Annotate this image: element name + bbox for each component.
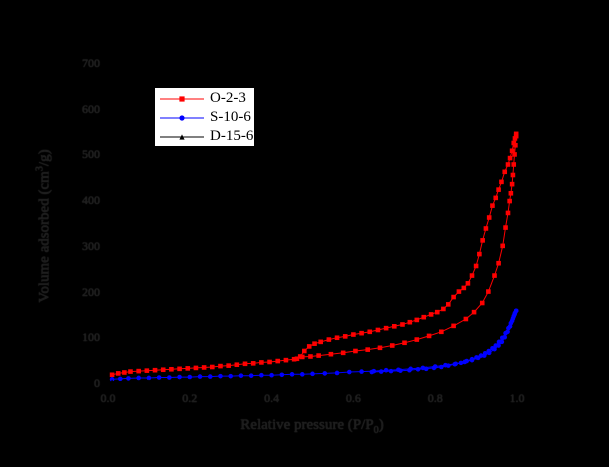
legend-key-black-triangle (160, 133, 204, 140)
y-axis-title: Volume adsorbed (cm3/g) (35, 149, 54, 302)
series-line-d-15-6 (112, 377, 517, 383)
series-line-o-2-3 (111, 133, 517, 376)
y-tick-label: 500 (82, 147, 100, 162)
legend-label-d-15-6: D-15-6 (210, 128, 254, 144)
x-axis-title-text: Relative pressure (P/P (240, 417, 374, 433)
x-axis-title-subscript: 0 (373, 425, 379, 436)
y-axis-title-superscript: 3 (34, 166, 46, 172)
legend-entry-s-10-6: S-10-6 (159, 108, 254, 127)
y-axis-title-text: Volume adsorbed (cm (36, 171, 53, 303)
y-tick-label: 400 (82, 193, 100, 208)
x-axis-title-close: ) (378, 417, 384, 433)
x-tick-label: 0.8 (427, 391, 443, 405)
y-tick-label: 0 (94, 376, 100, 390)
legend-entry-o-2-3: O-2-3 (159, 89, 254, 108)
series-o-2-3 (109, 131, 519, 378)
legend-box: O-2-3 S-10-6 D-15-6 (154, 87, 255, 147)
legend-key-red-square (160, 95, 204, 102)
x-tick-label: 0.0 (100, 391, 116, 405)
legend-key-blue-circle (160, 114, 204, 121)
series-d-15-6 (109, 375, 519, 384)
x-axis-title: Relative pressure (P/P0) (112, 417, 512, 436)
y-axis-title-close: /g) (36, 149, 53, 167)
legend-label-s-10-6: S-10-6 (210, 109, 251, 125)
y-tick-label: 300 (82, 238, 100, 253)
y-tick-label: 100 (82, 330, 100, 345)
x-tick-label: 1.0 (509, 391, 525, 405)
x-tick-label: 0.2 (182, 391, 198, 405)
x-tick-label: 0.4 (264, 391, 280, 405)
y-tick-label: 700 (82, 56, 100, 70)
series-s-10-6 (109, 308, 519, 382)
legend-entry-d-15-6: D-15-6 (159, 127, 254, 146)
y-tick-label: 600 (82, 101, 100, 116)
x-tick-label: 0.6 (345, 391, 361, 405)
y-tick-label: 200 (82, 284, 100, 299)
legend-label-o-2-3: O-2-3 (210, 90, 246, 106)
